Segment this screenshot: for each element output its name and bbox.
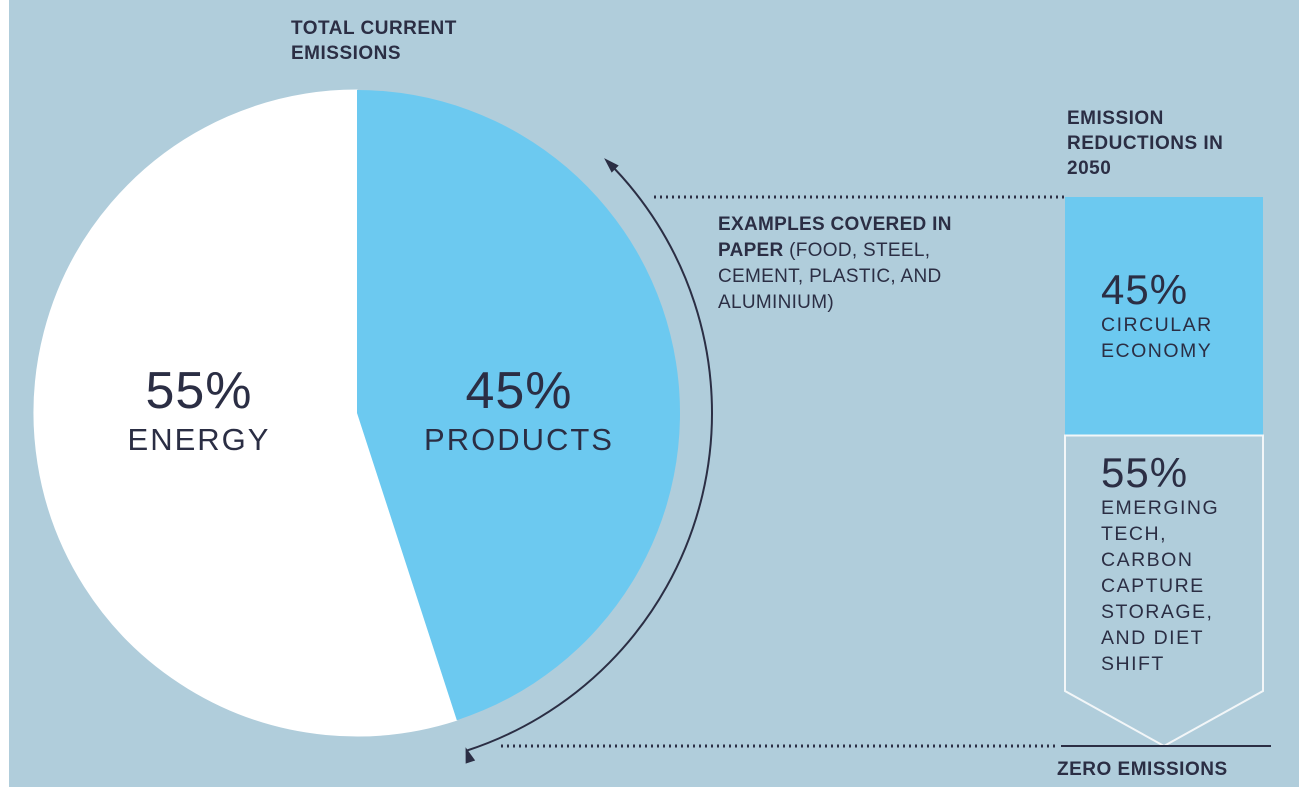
pie-slice-energy bbox=[33, 89, 458, 737]
reductions-title: EMISSION REDUCTIONS IN 2050 bbox=[1067, 108, 1224, 179]
infographic-canvas: TOTAL CURRENT EMISSIONS 55% ENERGY 45% P… bbox=[9, 0, 1299, 787]
reduction-emerging-name: EMERGING TECH, CARBON CAPTURE STORAGE, A… bbox=[1101, 497, 1220, 675]
slice-energy-percent: 55% bbox=[145, 362, 253, 420]
reduction-bar-circular-economy bbox=[1065, 197, 1263, 436]
slice-energy-name: ENERGY bbox=[127, 422, 271, 457]
reduction-circular-percent: 45% bbox=[1101, 266, 1189, 313]
zero-emissions-label: ZERO EMISSIONS bbox=[1057, 759, 1228, 780]
reduction-emerging-percent: 55% bbox=[1101, 449, 1189, 496]
slice-products-percent: 45% bbox=[465, 362, 573, 420]
slice-products-name: PRODUCTS bbox=[424, 422, 614, 457]
slice-label-products: 45% PRODUCTS bbox=[394, 365, 644, 457]
arrowhead-bottom-icon bbox=[465, 747, 476, 764]
coverage-arc-arrow bbox=[466, 159, 713, 752]
chart-graphics bbox=[33, 89, 1271, 764]
examples-annotation-rest: (FOOD, STEEL, CEMENT, PLASTIC, AND ALUMI… bbox=[718, 240, 942, 313]
pie-title: TOTAL CURRENT EMISSIONS bbox=[291, 18, 457, 64]
slice-label-energy: 55% ENERGY bbox=[89, 365, 309, 457]
reduction-label-emerging: 55% EMERGING TECH, CARBON CAPTURE STORAG… bbox=[1101, 451, 1251, 677]
reduction-bar-emerging-tech bbox=[1064, 434, 1264, 748]
examples-annotation: EXAMPLES COVERED IN PAPER (FOOD, STEEL, … bbox=[718, 212, 1018, 316]
arrowhead-top-icon bbox=[604, 158, 619, 173]
examples-annotation-bold: EXAMPLES COVERED IN PAPER bbox=[718, 214, 952, 261]
reduction-label-circular: 45% CIRCULAR ECONOMY bbox=[1101, 268, 1251, 364]
pie-slice-products bbox=[357, 90, 680, 721]
reduction-circular-name: CIRCULAR ECONOMY bbox=[1101, 314, 1213, 362]
